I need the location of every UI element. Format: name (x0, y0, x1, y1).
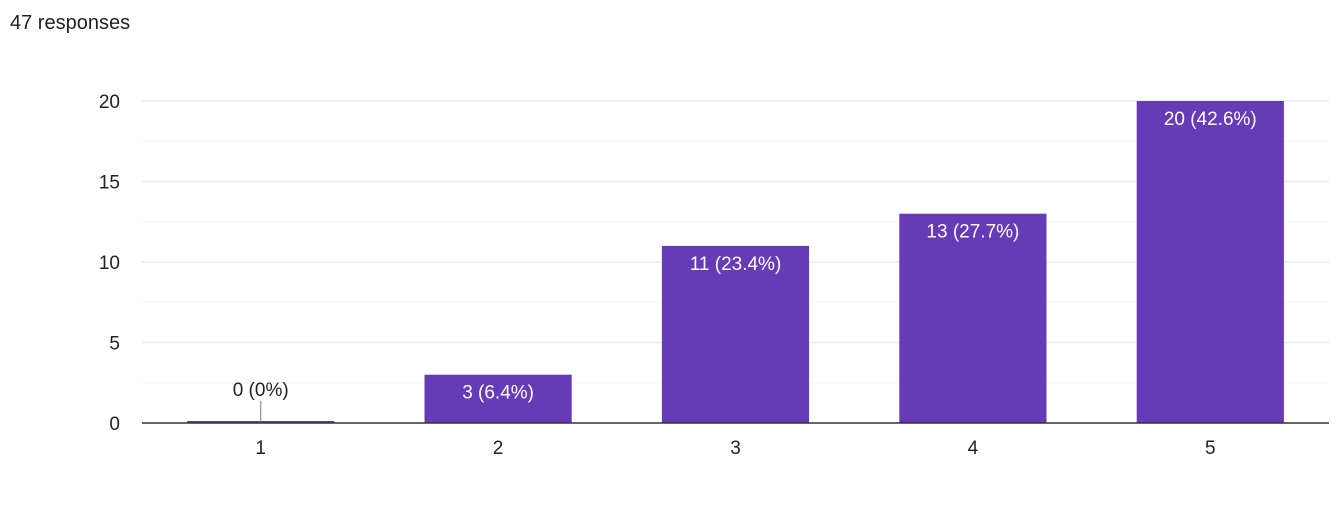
y-tick-label: 20 (99, 92, 120, 113)
bar-data-label: 0 (0%) (233, 380, 289, 401)
bar-data-label: 3 (6.4%) (462, 383, 534, 404)
bar (661, 245, 810, 423)
bar (899, 213, 1047, 423)
bar-data-label: 11 (23.4%) (690, 254, 782, 275)
y-tick-label: 5 (109, 334, 120, 355)
bar (424, 374, 572, 423)
x-tick-label: 3 (730, 438, 741, 459)
bar (1136, 101, 1284, 423)
bar-data-label: 20 (42.6%) (1164, 109, 1257, 130)
x-tick-label: 5 (1205, 438, 1216, 459)
response-count: 47 responses (10, 12, 131, 34)
x-tick-label: 1 (255, 438, 266, 459)
y-axis-ticks: 0 5 10 15 20 (99, 92, 120, 435)
y-tick-label: 0 (109, 414, 120, 435)
y-tick-label: 10 (99, 253, 120, 274)
bar-data-labels: 0 (0%) 3 (6.4%) 11 (23.4%) 13 (27.7%) 20 (42… (233, 109, 1257, 423)
x-axis-ticks: 1 2 3 4 5 (255, 438, 1215, 459)
bars (187, 101, 1284, 423)
x-tick-label: 2 (493, 438, 504, 459)
y-tick-label: 15 (99, 173, 120, 194)
bar-data-label: 13 (27.7%) (926, 222, 1019, 243)
x-tick-label: 4 (968, 438, 979, 459)
